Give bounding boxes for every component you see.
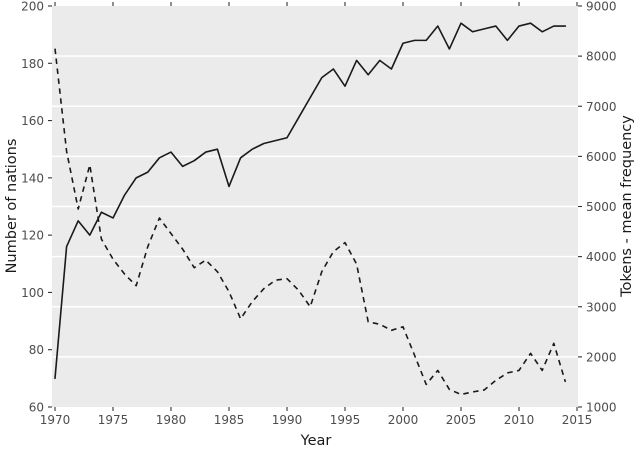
y-right-tick-label: 6000 <box>586 150 617 164</box>
x-tick-label: 1985 <box>214 413 245 427</box>
y-left-tick-label: 60 <box>29 401 44 415</box>
y-axis-title-right: Tokens - mean frequency <box>619 115 635 298</box>
gridlines <box>52 55 578 358</box>
y-left-tick-label: 180 <box>21 57 44 71</box>
x-tick-label: 2000 <box>388 413 419 427</box>
y-right-tick-label: 4000 <box>586 250 617 264</box>
x-tick-label: 1975 <box>98 413 129 427</box>
x-tick-label: 2005 <box>446 413 477 427</box>
x-tick-label: 1980 <box>156 413 187 427</box>
y-right-tick-label: 7000 <box>586 100 617 114</box>
nations-solid-line-series <box>54 22 567 380</box>
y-right-tick-label: 1000 <box>586 401 617 415</box>
y-right-tick-label: 9000 <box>586 0 617 14</box>
axis-ticks <box>48 2 582 411</box>
y-right-tick-label: 8000 <box>586 50 617 64</box>
y-right-tick-label: 3000 <box>586 300 617 314</box>
x-tick-label: 2015 <box>562 413 593 427</box>
y-left-tick-label: 140 <box>21 171 44 185</box>
y-left-tick-label: 80 <box>29 343 44 357</box>
x-tick-label: 1990 <box>272 413 303 427</box>
x-tick-label: 1995 <box>330 413 361 427</box>
y-right-tick-label: 2000 <box>586 350 617 364</box>
x-axis-title: Year <box>300 433 332 449</box>
y-right-tick-label: 5000 <box>586 200 617 214</box>
x-tick-label: 2010 <box>504 413 535 427</box>
x-tick-label: 1970 <box>40 413 71 427</box>
y-left-tick-label: 200 <box>21 0 44 14</box>
y-left-tick-label: 120 <box>21 229 44 243</box>
y-axis-title-left: Number of nations <box>4 139 20 274</box>
tokens-dashed-line-series <box>54 48 567 396</box>
y-left-tick-label: 160 <box>21 114 44 128</box>
y-left-tick-label: 100 <box>21 286 44 300</box>
axis-tick-labels: 1970 1975 1980 1985 1990 1995 2000 2005 2010 2015… <box>21 0 616 427</box>
